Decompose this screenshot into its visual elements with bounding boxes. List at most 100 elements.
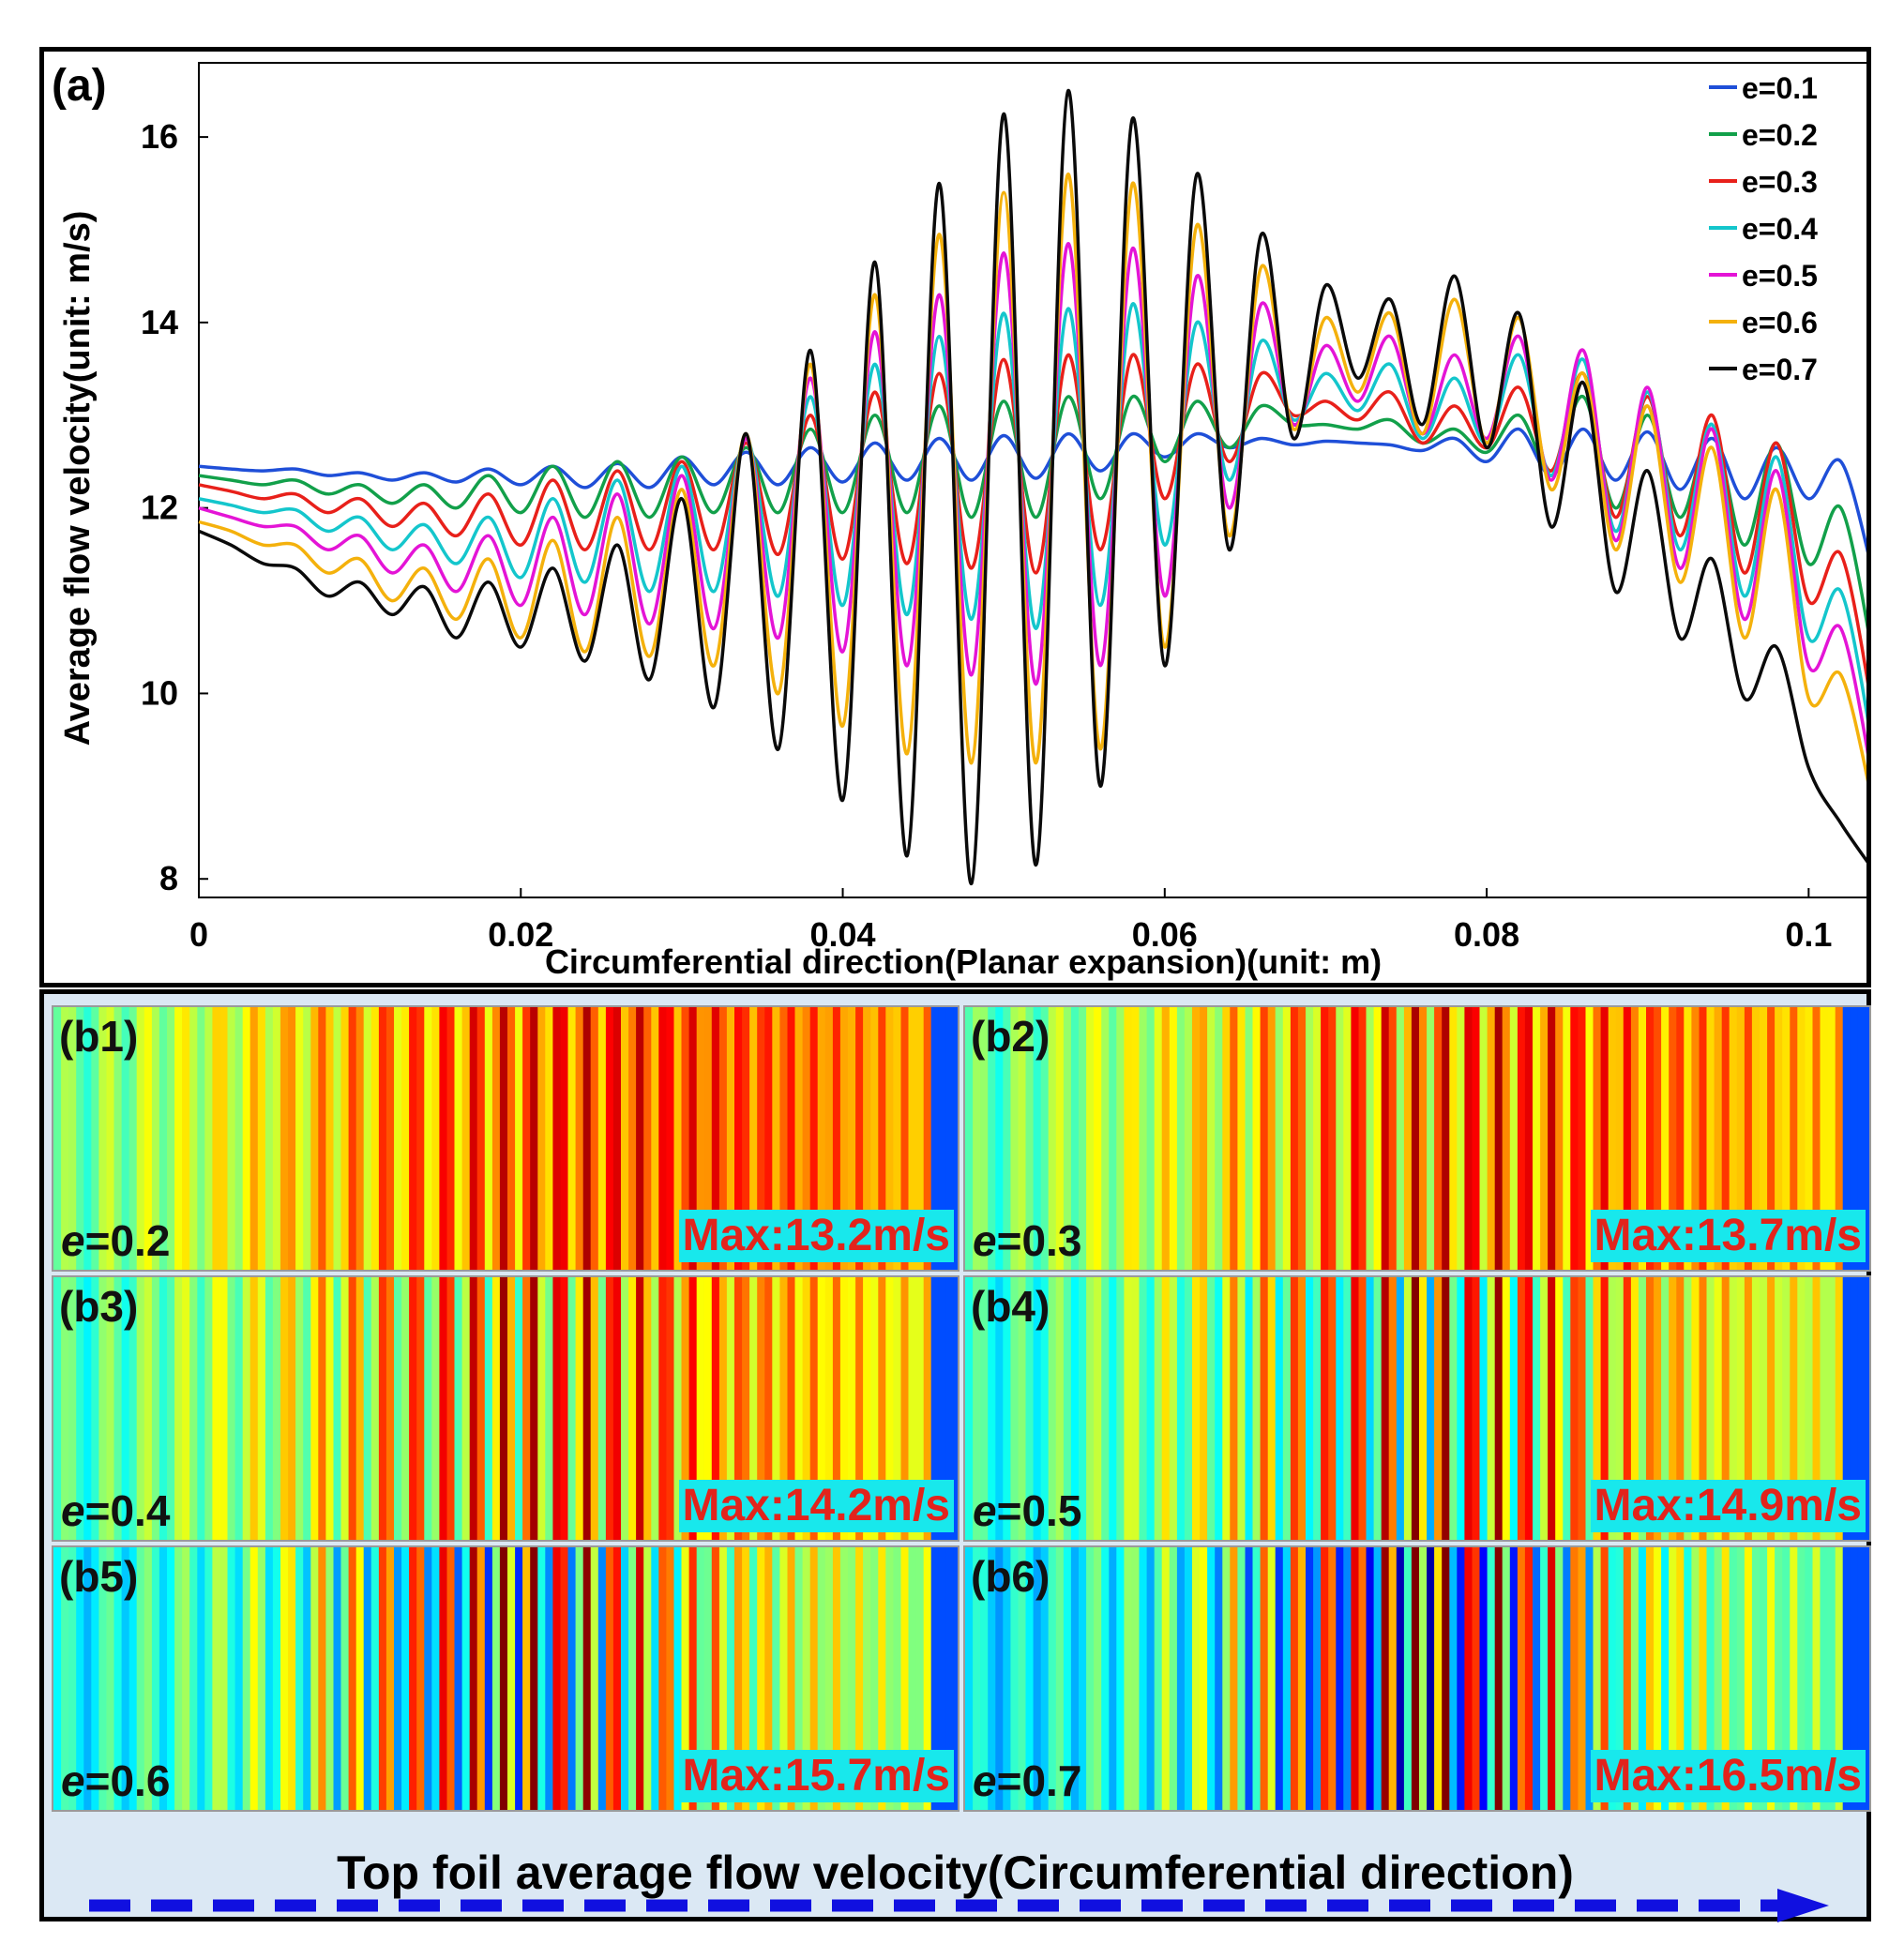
contour-band (980, 1277, 990, 1540)
contour-band (923, 1007, 932, 1270)
contour-band (310, 1007, 320, 1270)
contour-band (1200, 1007, 1209, 1270)
contour-band (575, 1277, 584, 1540)
x-tick-label: 0.1 (1785, 915, 1832, 954)
x-tick-label: 0.06 (1132, 915, 1198, 954)
velocity-contour-field (965, 1547, 1869, 1810)
x-axis: 0 0.02 0.04 0.06 0.08 0.1 (189, 888, 1832, 954)
contour-band (1524, 1277, 1534, 1540)
contour-band (749, 1277, 759, 1540)
contour-band (995, 1277, 1005, 1540)
contour-band (893, 1007, 902, 1270)
contour-band (651, 1547, 660, 1810)
contour-band (1260, 1547, 1269, 1810)
contour-band (973, 1007, 982, 1270)
x-tick-label: 0.04 (809, 915, 875, 954)
contour-band (1684, 1277, 1693, 1540)
contour-band (325, 1547, 335, 1810)
contour-band (915, 1547, 925, 1810)
panel-label-a: (a) (52, 61, 107, 111)
contour-band (995, 1007, 1005, 1270)
contour-band (832, 1277, 841, 1540)
contour-band (499, 1277, 508, 1540)
contour-band (1721, 1007, 1730, 1270)
panel-id-label: (b3) (59, 1282, 139, 1331)
contour-band (1782, 1007, 1791, 1270)
contour-band (1669, 1007, 1678, 1270)
contour-band (76, 1277, 85, 1540)
contour-band (288, 1007, 297, 1270)
contour-band (1744, 1007, 1753, 1270)
contour-band (1736, 1007, 1745, 1270)
contour-band (893, 1547, 902, 1810)
contour-band (582, 1547, 592, 1810)
contour-band (1797, 1547, 1806, 1810)
contour-band (1116, 1547, 1126, 1810)
contour-band (666, 1277, 675, 1540)
contour-band (1797, 1007, 1806, 1270)
contour-band (1070, 1007, 1080, 1270)
contour-band (385, 1277, 395, 1540)
contour-band (1109, 1277, 1118, 1540)
contour-band (1094, 1007, 1103, 1270)
contour-band (491, 1277, 501, 1540)
contour-band (212, 1007, 221, 1270)
max-velocity-label: Max:13.7m/s (1590, 1210, 1866, 1262)
contour-band (1328, 1277, 1337, 1540)
contour-band (1517, 1277, 1526, 1540)
contour-band (1517, 1007, 1526, 1270)
contour-band (151, 1547, 160, 1810)
contour-band (1714, 1547, 1723, 1810)
contour-band (1025, 1007, 1035, 1270)
contour-band (121, 1547, 130, 1810)
contour-band (666, 1007, 675, 1270)
contour-band (1169, 1007, 1178, 1270)
contour-band (476, 1547, 486, 1810)
contour-band (839, 1007, 849, 1270)
contour-band (945, 1277, 955, 1540)
contour-band (1684, 1547, 1693, 1810)
contour-band (182, 1547, 191, 1810)
contour-band (537, 1007, 547, 1270)
y-tick-label: 16 (141, 117, 178, 156)
contour-band (401, 1277, 411, 1540)
contour-band (1820, 1547, 1829, 1810)
contour-band (1403, 1277, 1413, 1540)
eccentricity-value: =0.2 (84, 1216, 171, 1265)
contour-band (1487, 1277, 1496, 1540)
contour-band (696, 1007, 705, 1270)
contour-band (802, 1277, 811, 1540)
contour-band (1790, 1277, 1799, 1540)
contour-band (1139, 1547, 1148, 1810)
contour-band (1124, 1007, 1133, 1270)
contour-band (749, 1007, 759, 1270)
contour-band (575, 1007, 584, 1270)
contour-band (1434, 1547, 1443, 1810)
contour-band (779, 1007, 789, 1270)
contour-band (1850, 1007, 1859, 1270)
contour-band (915, 1007, 925, 1270)
contour-band (507, 1007, 517, 1270)
eccentricity-value: =0.3 (996, 1216, 1082, 1265)
contour-band (1146, 1547, 1156, 1810)
contour-band (1835, 1007, 1844, 1270)
contour-band (219, 1007, 229, 1270)
contour-band (965, 1277, 975, 1540)
contour-band (1109, 1547, 1118, 1810)
contour-band (68, 1277, 78, 1540)
contour-band (1751, 1547, 1760, 1810)
contour-band (1184, 1547, 1193, 1810)
contour-band (612, 1007, 622, 1270)
contour-band (159, 1007, 168, 1270)
contour-band (930, 1007, 940, 1270)
contour-band (923, 1547, 932, 1810)
contour-band (1192, 1547, 1201, 1810)
contour-band (734, 1277, 744, 1540)
contour-panel-b5: (b5) e=0.6 Max:15.7m/s (52, 1545, 960, 1812)
contour-band (128, 1547, 138, 1810)
series-line-e=0.1 (198, 427, 1866, 553)
contour-band (1063, 1007, 1072, 1270)
contour-band (1222, 1007, 1232, 1270)
contour-band (839, 1277, 849, 1540)
contour-band (809, 1547, 819, 1810)
